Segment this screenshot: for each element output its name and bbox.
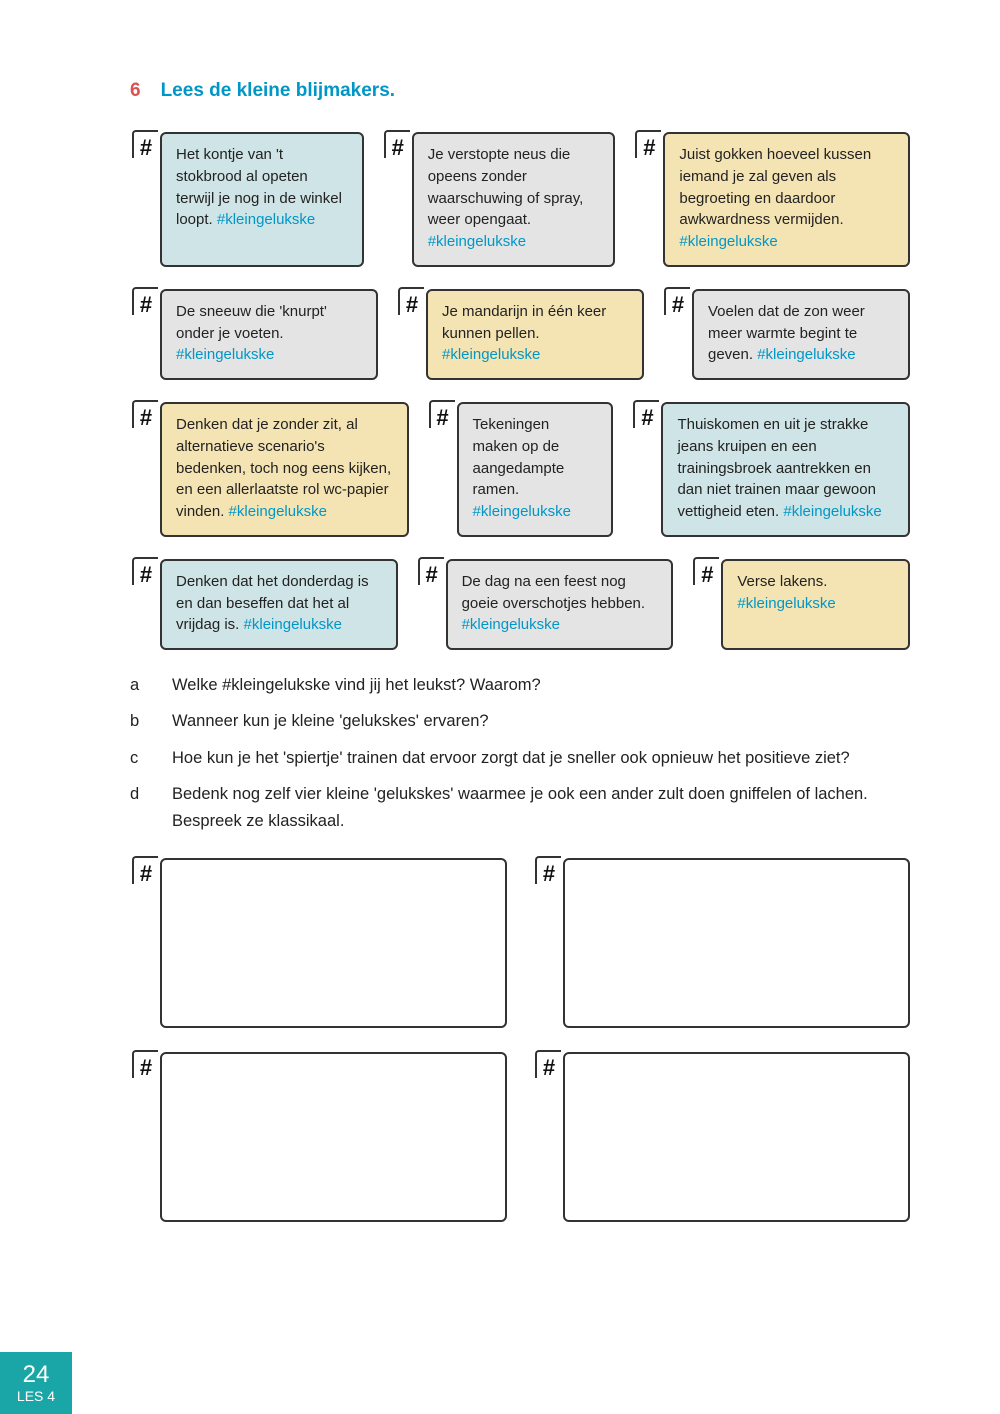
question-text: Hoe kun je het 'spiertje' trainen dat er… [172,745,910,771]
happiness-card: #De sneeuw die 'knurpt' onder je voeten.… [160,289,378,380]
questions-list: a Welke #kleingelukske vind jij het leuks… [130,672,910,834]
hash-icon: # [635,130,661,158]
card-row: # De sneeuw die 'knurpt' onder je voeten.… [130,289,910,380]
card-row: #Het kontje van 't stokbrood al opeten t… [130,132,910,267]
happiness-card: #Denken dat het donderdag is en dan bese… [160,559,398,650]
card-row: #Denken dat het donderdag is en dan bese… [130,559,910,650]
hashtag: #kleingelukske [737,595,835,612]
exercise-number: 6 [130,80,141,102]
hashtag: #kleingelukske [244,616,342,633]
card-text: Je verstopte neus die opeens zonder waar… [428,146,584,228]
hash-icon: # [664,287,690,315]
happiness-card: #Juist gokken hoeveel kussen iemand je z… [663,132,910,267]
hash-icon: # [535,856,561,884]
hash-icon: # [429,400,455,428]
hash-icon: # [132,130,158,158]
hash-icon: # [132,1050,158,1078]
card-text: Juist gokken hoeveel kussen iemand je za… [679,146,871,228]
question-label: d [130,781,150,834]
happiness-card: #Denken dat je zonder zit, al alternatie… [160,402,409,537]
card-text: Je mandarijn in één keer kunnen pellen. [442,303,606,342]
answer-row: # # [130,858,910,1028]
question-label: c [130,745,150,771]
hash-icon: # [132,400,158,428]
hash-icon: # [398,287,424,315]
question-item: a Welke #kleingelukske vind jij het leuks… [130,672,910,698]
card-text: De sneeuw die 'knurpt' onder je voeten. [176,303,327,342]
exercise-title: Lees de kleine blijmakers. [161,80,395,102]
question-text: Bedenk nog zelf vier kleine 'gelukskes' … [172,781,910,834]
answer-row: # # [130,1052,910,1222]
card-text: Verse lakens. [737,573,827,590]
answer-card[interactable]: # [563,1052,910,1222]
happiness-card: #Het kontje van 't stokbrood al opeten t… [160,132,364,267]
hashtag: #kleingelukske [176,346,274,363]
card-row: #Denken dat je zonder zit, al alternatie… [130,402,910,537]
happiness-card: #De dag na een feest nog goeie overschot… [446,559,674,650]
hashtag: #kleingelukske [217,211,315,228]
question-item: c Hoe kun je het 'spiertje' trainen dat e… [130,745,910,771]
hash-icon: # [418,557,444,585]
answer-card[interactable]: # [160,1052,507,1222]
hashtag: #kleingelukske [442,346,540,363]
answer-card[interactable]: # [563,858,910,1028]
hashtag: #kleingelukske [679,233,777,250]
happiness-card: #Je verstopte neus die opeens zonder waa… [412,132,616,267]
page-footer: 24 LES 4 [0,1352,72,1414]
question-label: b [130,708,150,734]
hashtag: #kleingelukske [462,616,560,633]
worksheet-page: 6 Lees de kleine blijmakers. #Het kontje… [0,0,1000,1222]
cards-container: #Het kontje van 't stokbrood al opeten t… [130,132,910,650]
hashtag: #kleingelukske [473,503,571,520]
exercise-heading: 6 Lees de kleine blijmakers. [130,80,910,102]
happiness-card: #Tekeningen maken op de aangedampte rame… [457,402,614,537]
question-text: Welke #kleingelukske vind jij het leukst… [172,672,910,698]
question-label: a [130,672,150,698]
happiness-card: #Verse lakens. #kleingelukske [721,559,910,650]
hashtag: #kleingelukske [783,503,881,520]
hashtag: #kleingelukske [757,346,855,363]
card-text: Tekeningen maken op de aangedampte ramen… [473,416,565,498]
card-text: De dag na een feest nog goeie overschotj… [462,573,645,612]
hash-icon: # [535,1050,561,1078]
hash-icon: # [693,557,719,585]
question-item: d Bedenk nog zelf vier kleine 'gelukskes'… [130,781,910,834]
lesson-label: LES 4 [17,1388,55,1404]
answer-grid: # # # # [130,858,910,1222]
happiness-card: #Thuiskomen en uit je strakke jeans krui… [661,402,910,537]
hash-icon: # [132,856,158,884]
question-item: b Wanneer kun je kleine 'gelukskes' ervar… [130,708,910,734]
hash-icon: # [384,130,410,158]
hashtag: #kleingelukske [428,233,526,250]
page-number: 24 [23,1362,50,1388]
hashtag: #kleingelukske [229,503,327,520]
answer-card[interactable]: # [160,858,507,1028]
happiness-card: #Voelen dat de zon weer meer warmte begi… [692,289,910,380]
hash-icon: # [132,287,158,315]
happiness-card: #Je mandarijn in één keer kunnen pellen.… [426,289,644,380]
hash-icon: # [633,400,659,428]
question-text: Wanneer kun je kleine 'gelukskes' ervare… [172,708,910,734]
hash-icon: # [132,557,158,585]
